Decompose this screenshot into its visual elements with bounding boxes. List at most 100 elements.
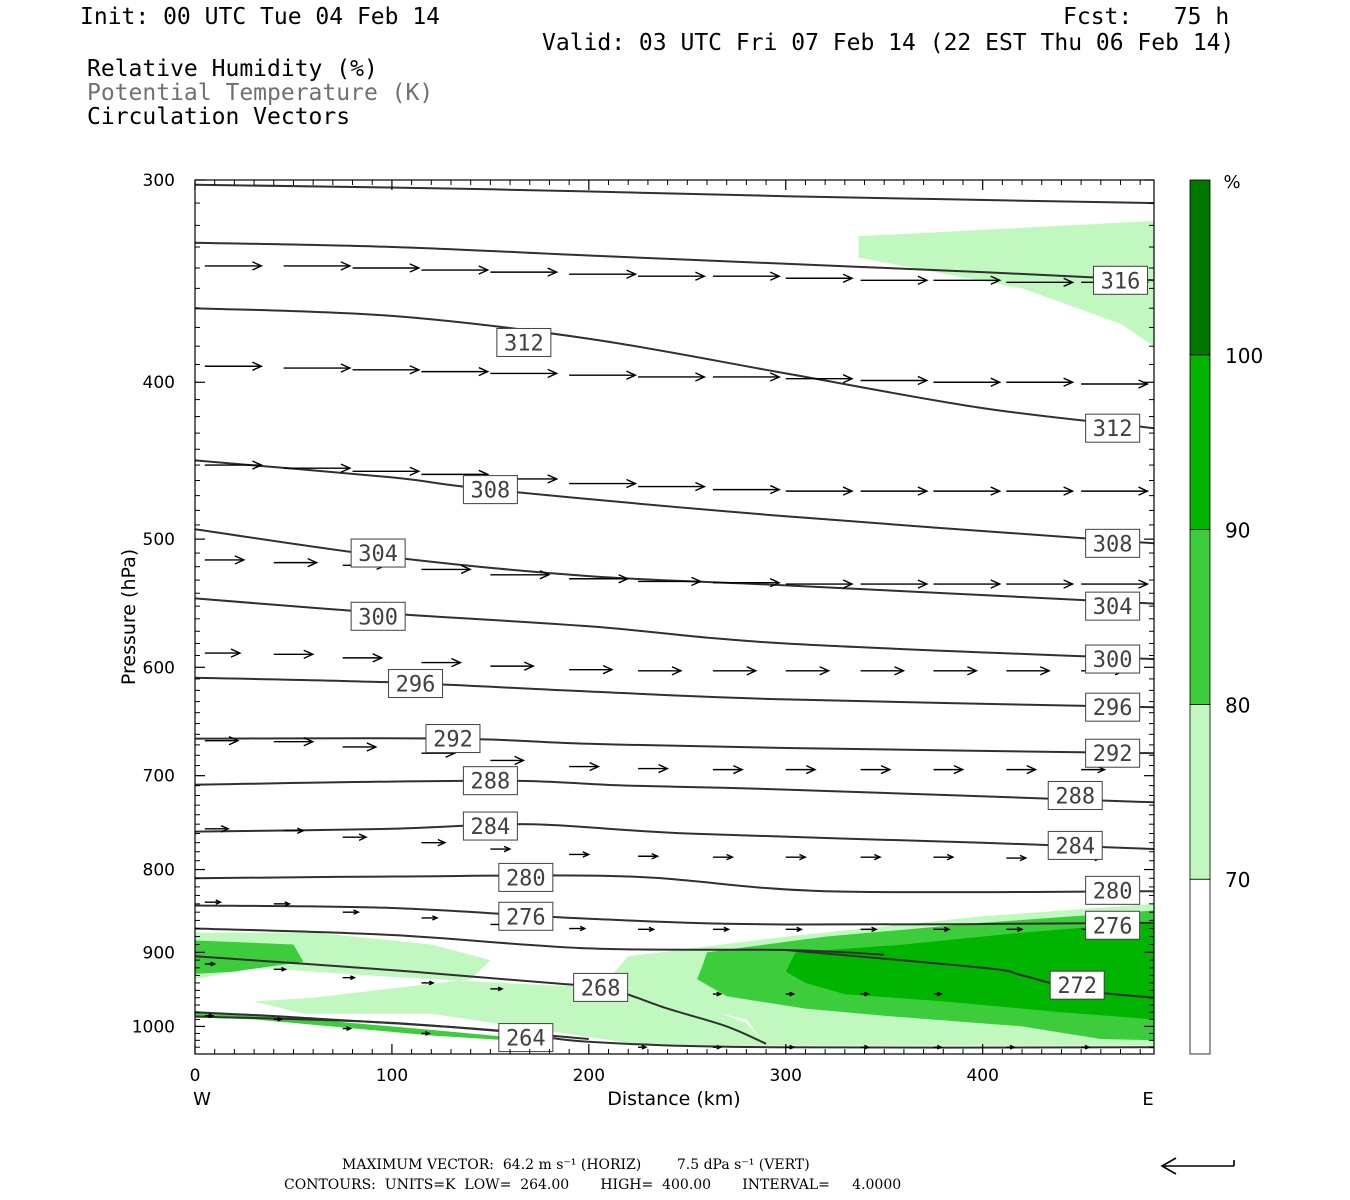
circulation-vector [204, 555, 246, 565]
colorbar-unit: % [1223, 172, 1240, 193]
isentrope-280-10 [195, 874, 1154, 894]
isentrope-label-304: 304 [1085, 591, 1141, 621]
field-label-theta: Potential Temperature (K) [87, 80, 434, 106]
circulation-vector [712, 765, 744, 775]
svg-text:276: 276 [1093, 914, 1133, 939]
circulation-vector [569, 478, 638, 489]
circulation-vector [352, 263, 421, 273]
circulation-vector [638, 481, 707, 492]
circulation-vector [712, 1044, 723, 1050]
x-axis-right-label: E [1142, 1089, 1153, 1110]
isentrope-308-3 [195, 459, 1154, 545]
circulation-vector [638, 764, 670, 774]
circulation-vector [342, 833, 368, 841]
isentrope-316-0 [195, 183, 1154, 205]
svg-text:308: 308 [1093, 532, 1133, 557]
circulation-vector [785, 579, 854, 589]
circulation-vector [204, 261, 264, 271]
circulation-vector [421, 980, 435, 986]
circulation-vector [490, 570, 551, 580]
circulation-vector [638, 666, 683, 676]
isentrope-label-276: 276 [498, 901, 554, 931]
isentrope-label-292: 292 [425, 724, 481, 754]
circulation-vector [1006, 666, 1051, 676]
circulation-vector [933, 765, 965, 775]
circulation-vector [712, 271, 781, 281]
circulation-vector [421, 657, 463, 668]
circulation-vector [860, 853, 882, 861]
circulation-vector [421, 838, 447, 847]
circulation-vector [860, 579, 929, 589]
svg-text:300: 300 [1093, 648, 1133, 673]
circulation-vector [712, 484, 781, 495]
isentrope-288-8 [195, 779, 1154, 804]
circulation-vector [342, 975, 357, 981]
isentrope-label-296: 296 [388, 669, 444, 699]
circulation-vector [569, 664, 614, 675]
field-label-vectors: Circulation Vectors [87, 104, 351, 130]
circulation-vector [785, 1044, 796, 1050]
circulation-vector [490, 267, 559, 277]
svg-text:312: 312 [1093, 417, 1133, 442]
circulation-vector [569, 269, 638, 279]
circulation-vector [860, 926, 878, 933]
circulation-vector [204, 460, 264, 470]
circulation-vector [638, 926, 656, 933]
svg-text:288: 288 [471, 770, 511, 795]
colorbar-level-label: 100 [1225, 344, 1263, 368]
isentrope-264-15 [195, 1011, 1154, 1049]
circulation-vector [1081, 486, 1150, 496]
circulation-vector [421, 265, 490, 275]
isentrope-label-312: 312 [496, 327, 552, 357]
circulation-vector [785, 765, 817, 775]
init-time: Init: 00 UTC Tue 04 Feb 14 [80, 4, 441, 30]
y-tick-label: 800 [143, 861, 175, 881]
plot-frame [194, 179, 1155, 1055]
circulation-vector [569, 851, 591, 858]
x-tick-label: 0 [190, 1066, 201, 1086]
x-axis-label: Distance (km) [607, 1088, 740, 1110]
axis-layer: 300 400 500 600 700 800 900 1000 0 100 200 300 400 [132, 171, 1154, 1086]
circulation-vector [1081, 579, 1150, 589]
circulation-vector [1006, 377, 1075, 387]
svg-text:296: 296 [1093, 696, 1133, 721]
forecast-hour: Fcst: 75 h [1063, 4, 1230, 30]
circulation-vector [1006, 854, 1028, 862]
circulation-vector [860, 375, 929, 386]
circulation-vector [1006, 1044, 1016, 1050]
circulation-vector [490, 368, 559, 379]
isentrope-label-layer: 316 312 312 308 308 304 304 300 300 296 296 292 292 2… [350, 265, 1149, 1053]
y-tick-label: 400 [143, 373, 175, 393]
circulation-vector [933, 853, 955, 861]
svg-text:296: 296 [396, 673, 436, 698]
circulation-vector [933, 1044, 943, 1050]
x-tick-label: 200 [573, 1066, 605, 1086]
circulation-vector [421, 564, 472, 575]
circulation-vector [638, 576, 703, 587]
circulation-vector [638, 1044, 648, 1050]
svg-text:304: 304 [1093, 595, 1133, 620]
svg-text:300: 300 [358, 605, 398, 630]
circulation-vector [1006, 277, 1075, 288]
svg-text:292: 292 [433, 728, 473, 753]
circulation-vector [933, 666, 979, 676]
circulation-vector [204, 648, 242, 658]
svg-text:272: 272 [1057, 974, 1097, 999]
svg-text:312: 312 [504, 331, 544, 356]
circulation-vector [569, 574, 630, 584]
colorbar-swatch [1189, 354, 1211, 530]
max-vector-note: MAXIMUM VECTOR: 64.2 m s⁻¹ (HORIZ) 7.5 d… [342, 1157, 810, 1173]
isentrope-312-2 [195, 307, 1154, 430]
circulation-vector [490, 661, 535, 671]
circulation-vector [204, 961, 217, 967]
isentrope-label-268: 268 [573, 972, 629, 1002]
circulation-vector [283, 463, 352, 473]
circulation-vector [352, 365, 421, 375]
colorbar-swatch [1189, 878, 1211, 1055]
circulation-vector [785, 666, 831, 676]
circulation-vector [860, 765, 892, 775]
isentrope-label-288: 288 [462, 766, 518, 796]
circulation-vector [933, 377, 1002, 387]
circulation-vector [785, 853, 807, 861]
colorbar-swatch [1189, 179, 1211, 356]
